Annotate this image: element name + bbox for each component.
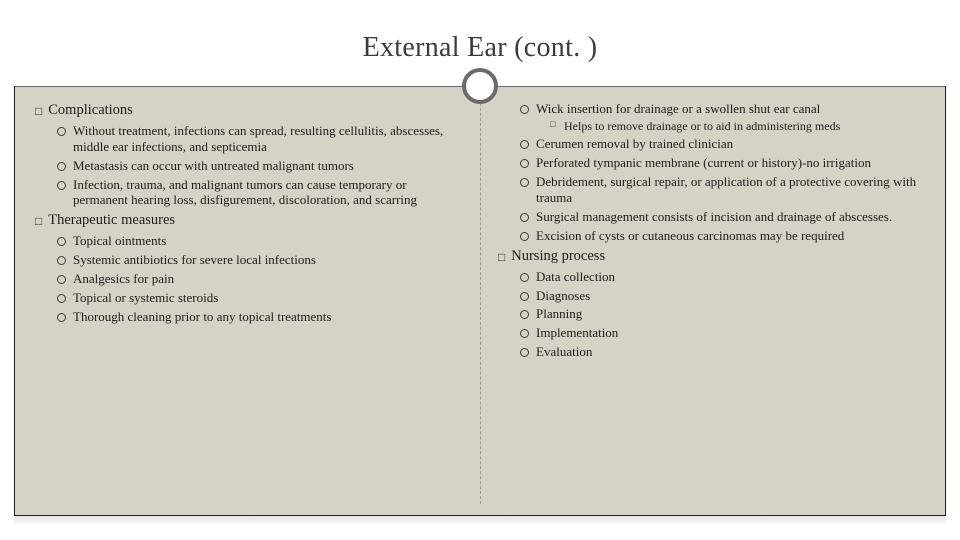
right-column: Wick insertion for drainage or a swollen… <box>480 92 945 510</box>
slide-title: External Ear (cont. ) <box>363 32 598 64</box>
bullet-text: Cerumen removal by trained clinician <box>536 136 733 151</box>
list-item: Topical ointments <box>57 233 464 249</box>
list-item: Wick insertion for drainage or a swollen… <box>520 101 925 133</box>
list-item: Infection, trauma, and malignant tumors … <box>57 177 464 209</box>
bullet-text: Analgesics for pain <box>73 271 174 286</box>
bottom-shadow <box>14 516 946 526</box>
list-item: Evaluation <box>520 344 925 360</box>
heading-text: Nursing process <box>511 248 605 265</box>
nursing-list: Data collection Diagnoses Planning Imple… <box>520 269 925 360</box>
bullet-text: Data collection <box>536 269 615 284</box>
list-item: Implementation <box>520 325 925 341</box>
slide: External Ear (cont. ) Complications With… <box>0 0 960 540</box>
therapeutic-list: Topical ointments Systemic antibiotics f… <box>57 233 464 324</box>
bullet-text: Perforated tympanic membrane (current or… <box>536 155 871 170</box>
bullet-text: Topical ointments <box>73 233 166 248</box>
heading-text: Therapeutic measures <box>48 212 175 229</box>
bullet-text: Diagnoses <box>536 288 590 303</box>
list-item: Analgesics for pain <box>57 271 464 287</box>
bullet-text: Without treatment, infections can spread… <box>73 123 443 154</box>
list-item: Diagnoses <box>520 288 925 304</box>
complications-list: Without treatment, infections can spread… <box>57 123 464 208</box>
left-column: Complications Without treatment, infecti… <box>15 92 480 510</box>
bullet-text: Infection, trauma, and malignant tumors … <box>73 177 417 208</box>
bullet-text: Planning <box>536 306 582 321</box>
bullet-text: Wick insertion for drainage or a swollen… <box>536 101 820 116</box>
bullet-text: Evaluation <box>536 344 592 359</box>
list-item: Metastasis can occur with untreated mali… <box>57 158 464 174</box>
bullet-text: Excision of cysts or cutaneous carcinoma… <box>536 228 844 243</box>
list-item: Thorough cleaning prior to any topical t… <box>57 309 464 325</box>
list-item: Excision of cysts or cutaneous carcinoma… <box>520 228 925 244</box>
list-item: Topical or systemic steroids <box>57 290 464 306</box>
bullet-text: Surgical management consists of incision… <box>536 209 892 224</box>
heading-text: Complications <box>48 102 133 119</box>
list-item: Perforated tympanic membrane (current or… <box>520 155 925 171</box>
list-item: Helps to remove drainage or to aid in ad… <box>550 119 925 134</box>
list-item: Cerumen removal by trained clinician <box>520 136 925 152</box>
list-item: Data collection <box>520 269 925 285</box>
bullet-text: Metastasis can occur with untreated mali… <box>73 158 354 173</box>
bullet-text: Topical or systemic steroids <box>73 290 218 305</box>
bullet-text: Helps to remove drainage or to aid in ad… <box>564 119 840 133</box>
list-item: Surgical management consists of incision… <box>520 209 925 225</box>
list-item: Systemic antibiotics for severe local in… <box>57 252 464 268</box>
list-item: Debridement, surgical repair, or applica… <box>520 174 925 206</box>
content-columns: Complications Without treatment, infecti… <box>15 92 945 510</box>
list-item: Without treatment, infections can spread… <box>57 123 464 155</box>
section-heading-complications: Complications <box>35 102 464 120</box>
sub-list: Helps to remove drainage or to aid in ad… <box>550 119 925 134</box>
bullet-text: Debridement, surgical repair, or applica… <box>536 174 916 205</box>
bullet-text: Systemic antibiotics for severe local in… <box>73 252 316 267</box>
bullet-text: Implementation <box>536 325 618 340</box>
list-item: Planning <box>520 306 925 322</box>
section-heading-therapeutic: Therapeutic measures <box>35 212 464 230</box>
bullet-text: Thorough cleaning prior to any topical t… <box>73 309 331 324</box>
section-heading-nursing: Nursing process <box>498 248 925 266</box>
right-lead-list: Wick insertion for drainage or a swollen… <box>520 101 925 244</box>
circle-ornament-icon <box>462 68 498 104</box>
